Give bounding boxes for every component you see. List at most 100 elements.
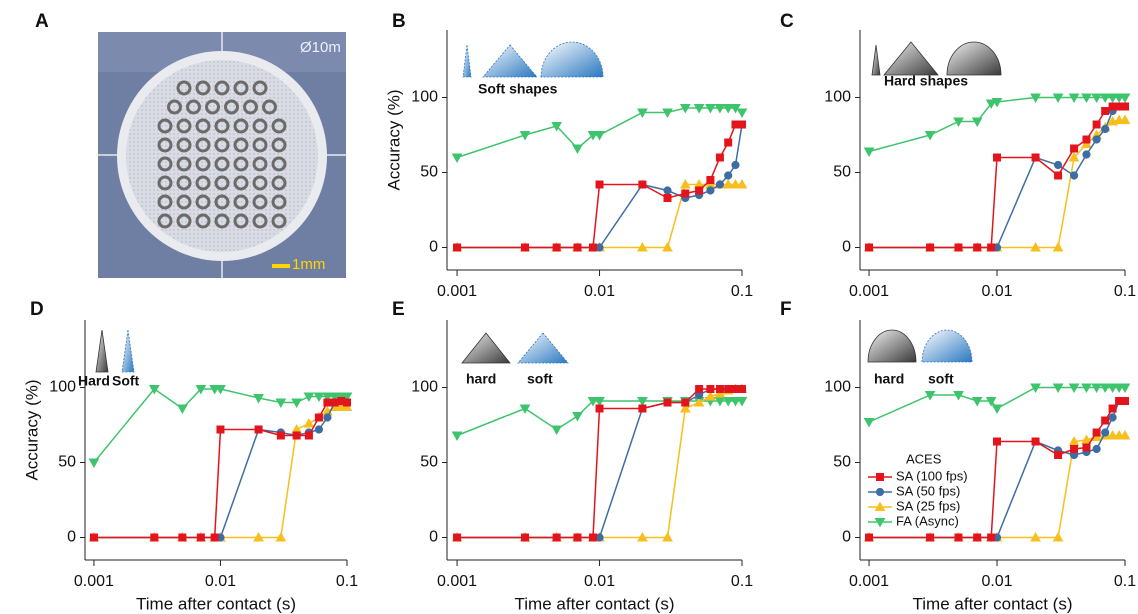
- x-axis-label: Time after contact (s): [913, 594, 1073, 613]
- marker: [1031, 437, 1040, 446]
- marker: [589, 243, 598, 252]
- marker: [330, 398, 339, 407]
- marker: [637, 531, 648, 542]
- marker: [731, 385, 740, 393]
- marker: [1119, 383, 1131, 394]
- marker: [738, 385, 746, 393]
- marker: [276, 431, 285, 440]
- marker: [1091, 383, 1102, 394]
- marker: [552, 533, 561, 542]
- marker: [1030, 531, 1041, 542]
- marker: [323, 413, 332, 422]
- marker: [973, 243, 982, 252]
- marker: [88, 458, 100, 469]
- marker: [587, 397, 599, 407]
- x-tick-label: 0.001: [849, 283, 889, 300]
- y-tick-label: 100: [49, 379, 76, 396]
- marker: [715, 385, 724, 393]
- electrode: [176, 156, 192, 172]
- marker: [1099, 383, 1111, 394]
- annotation: Soft: [112, 373, 140, 389]
- marker: [1107, 93, 1118, 104]
- series-line: [869, 105, 1125, 249]
- marker: [552, 243, 561, 252]
- marker: [253, 394, 264, 404]
- marker: [926, 533, 935, 542]
- marker: [572, 412, 583, 422]
- shape-icon: [871, 44, 881, 76]
- marker: [519, 131, 531, 141]
- electrode: [214, 156, 230, 172]
- marker: [1054, 451, 1063, 459]
- marker: [573, 533, 582, 542]
- marker: [926, 243, 935, 252]
- electrode: [167, 99, 182, 115]
- marker: [1108, 102, 1117, 111]
- legend-marker: [874, 518, 886, 528]
- shape-icon: [462, 44, 472, 78]
- marker: [638, 404, 647, 413]
- y-axis-label: Accuracy (%): [22, 379, 41, 480]
- y-tick-label: 50: [833, 454, 851, 471]
- electrode: [271, 194, 287, 210]
- annotation: hard: [874, 371, 904, 387]
- marker: [210, 533, 219, 542]
- annotation: hard: [466, 371, 496, 387]
- marker: [178, 533, 187, 542]
- y-tick-label: 100: [824, 89, 851, 106]
- marker: [451, 431, 463, 442]
- marker: [253, 531, 264, 542]
- marker: [863, 418, 875, 428]
- panel-label: F: [780, 299, 792, 320]
- marker: [1101, 107, 1110, 115]
- marker: [1053, 160, 1063, 170]
- panel-label: D: [30, 299, 44, 320]
- marker: [1119, 93, 1131, 104]
- marker: [451, 153, 463, 164]
- marker: [519, 404, 531, 415]
- marker: [971, 397, 983, 407]
- marker: [679, 104, 691, 114]
- x-tick-label: 0.01: [981, 283, 1012, 300]
- marker: [314, 425, 324, 434]
- marker: [292, 431, 301, 440]
- marker: [924, 391, 936, 401]
- y-tick-label: 0: [429, 239, 438, 256]
- marker: [1082, 150, 1091, 159]
- marker: [1052, 93, 1064, 104]
- marker: [705, 390, 716, 401]
- marker: [275, 398, 287, 409]
- marker: [662, 241, 673, 252]
- electrode: [271, 118, 287, 134]
- scale-bar: [272, 264, 290, 268]
- marker: [148, 385, 160, 395]
- y-axis-label: Accuracy (%): [384, 89, 403, 190]
- marker: [1092, 120, 1101, 129]
- electrode: [176, 194, 192, 210]
- marker: [304, 431, 313, 440]
- marker: [724, 385, 733, 393]
- marker: [736, 108, 748, 119]
- shape-icon: [517, 332, 569, 364]
- marker: [679, 402, 691, 413]
- marker: [663, 186, 672, 195]
- electrode: [176, 213, 192, 229]
- electrode: [233, 156, 249, 172]
- marker: [150, 533, 159, 542]
- x-tick-label: 0.001: [849, 573, 889, 590]
- panel-chart: B 0 50 100 0.001 0.01 0.1 Accuracy (%) Soft shap…: [384, 11, 753, 300]
- marker: [587, 131, 599, 141]
- x-tick-label: 0.1: [1114, 283, 1136, 300]
- shape-icon: [121, 329, 135, 373]
- marker: [991, 404, 1003, 415]
- marker: [663, 398, 672, 407]
- electrode: [233, 213, 249, 229]
- legend-label: SA (25 fps): [896, 498, 960, 513]
- marker: [254, 425, 263, 434]
- panel-label: E: [392, 299, 405, 320]
- marker: [594, 131, 605, 141]
- legend-marker: [875, 487, 885, 497]
- electrode: [195, 156, 211, 172]
- series-line: [869, 105, 1125, 249]
